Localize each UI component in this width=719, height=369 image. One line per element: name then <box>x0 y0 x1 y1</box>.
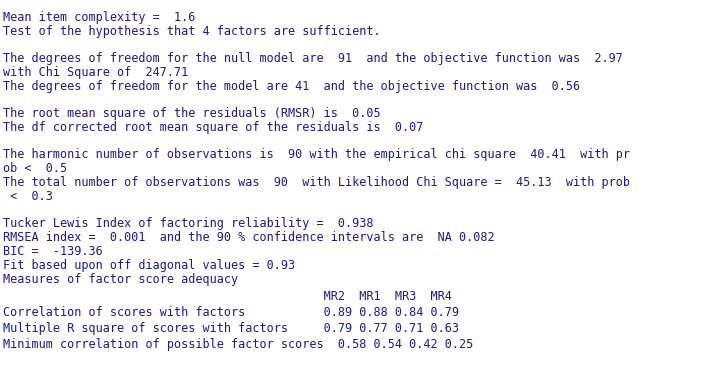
Text: RMSEA index =  0.001  and the 90 % confidence intervals are  NA 0.082: RMSEA index = 0.001 and the 90 % confide… <box>3 231 495 244</box>
Text: Test of the hypothesis that 4 factors are sufficient.: Test of the hypothesis that 4 factors ar… <box>3 25 380 38</box>
Text: Tucker Lewis Index of factoring reliability =  0.938: Tucker Lewis Index of factoring reliabil… <box>3 217 373 230</box>
Text: The degrees of freedom for the null model are  91  and the objective function wa: The degrees of freedom for the null mode… <box>3 52 623 65</box>
Text: Fit based upon off diagonal values = 0.93: Fit based upon off diagonal values = 0.9… <box>3 259 295 272</box>
Text: Minimum correlation of possible factor scores  0.58 0.54 0.42 0.25: Minimum correlation of possible factor s… <box>3 338 473 351</box>
Text: The degrees of freedom for the model are 41  and the objective function was  0.5: The degrees of freedom for the model are… <box>3 80 580 93</box>
Text: MR2  MR1  MR3  MR4: MR2 MR1 MR3 MR4 <box>3 290 452 303</box>
Text: with Chi Square of  247.71: with Chi Square of 247.71 <box>3 66 188 79</box>
Text: The df corrected root mean square of the residuals is  0.07: The df corrected root mean square of the… <box>3 121 423 134</box>
Text: Correlation of scores with factors           0.89 0.88 0.84 0.79: Correlation of scores with factors 0.89 … <box>3 306 459 319</box>
Text: The total number of observations was  90  with Likelihood Chi Square =  45.13  w: The total number of observations was 90 … <box>3 176 630 189</box>
Text: Measures of factor score adequacy: Measures of factor score adequacy <box>3 273 238 286</box>
Text: Mean item complexity =  1.6: Mean item complexity = 1.6 <box>3 11 196 24</box>
Text: BIC =  -139.36: BIC = -139.36 <box>3 245 103 258</box>
Text: ob <  0.5: ob < 0.5 <box>3 162 67 175</box>
Text: The root mean square of the residuals (RMSR) is  0.05: The root mean square of the residuals (R… <box>3 107 380 120</box>
Text: The harmonic number of observations is  90 with the empirical chi square  40.41 : The harmonic number of observations is 9… <box>3 148 630 161</box>
Text: Multiple R square of scores with factors     0.79 0.77 0.71 0.63: Multiple R square of scores with factors… <box>3 322 459 335</box>
Text: <  0.3: < 0.3 <box>3 190 53 203</box>
